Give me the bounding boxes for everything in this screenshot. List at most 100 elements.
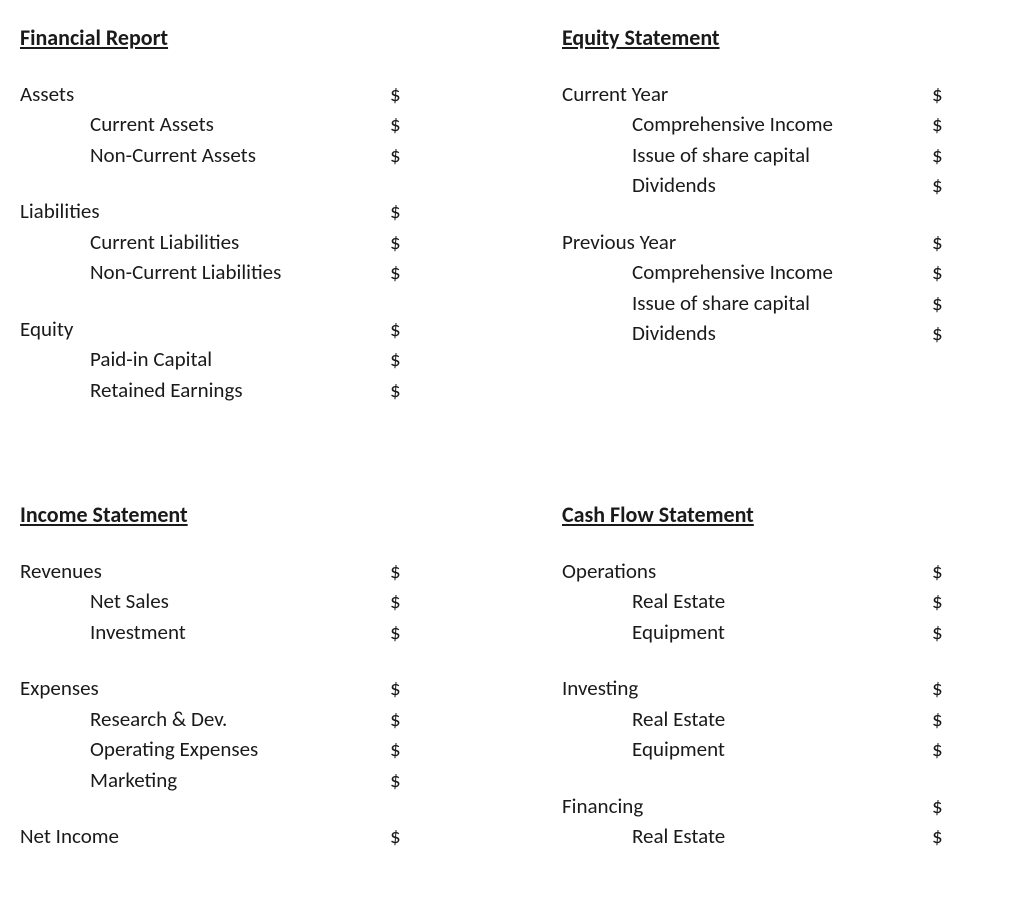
line-item-label: Liabilities (20, 196, 100, 226)
quadrant-income-statement: Income Statement Revenues $ Net Sales $ … (20, 501, 462, 878)
report-grid: Financial Report Assets $ Current Assets… (20, 24, 1004, 877)
line-item: Investment $ (20, 617, 400, 647)
currency-symbol: $ (378, 227, 400, 257)
quadrant-equity-statement: Equity Statement Current Year $ Comprehe… (562, 24, 1004, 431)
quadrant-cash-flow-statement: Cash Flow Statement Operations $ Real Es… (562, 501, 1004, 878)
line-item-label: Revenues (20, 556, 102, 586)
line-item: Expenses $ (20, 673, 400, 703)
line-item: Previous Year $ (562, 227, 942, 257)
line-item: Assets $ (20, 79, 400, 109)
group-net-income: Net Income $ (20, 821, 400, 851)
line-item: Net Income $ (20, 821, 400, 851)
section-title: Income Statement (20, 501, 400, 528)
line-item-label: Dividends (632, 318, 716, 348)
currency-symbol: $ (378, 704, 400, 734)
line-item: Dividends $ (562, 318, 942, 348)
line-item: Operating Expenses $ (20, 734, 400, 764)
line-item-label: Current Liabilities (90, 227, 239, 257)
line-item-label: Equipment (632, 734, 725, 764)
group-financing: Financing $ Real Estate $ (562, 791, 942, 852)
line-item: Equity $ (20, 314, 400, 344)
line-item-label: Operating Expenses (90, 734, 258, 764)
line-item: Real Estate $ (562, 704, 942, 734)
group-equity: Equity $ Paid-in Capital $ Retained Earn… (20, 314, 400, 405)
currency-symbol: $ (378, 586, 400, 616)
line-item: Dividends $ (562, 170, 942, 200)
currency-symbol: $ (920, 734, 942, 764)
group-previous-year: Previous Year $ Comprehensive Income $ I… (562, 227, 942, 349)
line-item-label: Assets (20, 79, 74, 109)
line-item-label: Expenses (20, 673, 99, 703)
currency-symbol: $ (378, 79, 400, 109)
line-item-label: Net Income (20, 821, 119, 851)
currency-symbol: $ (920, 140, 942, 170)
line-item: Marketing $ (20, 765, 400, 795)
group-investing: Investing $ Real Estate $ Equipment $ (562, 673, 942, 764)
line-item: Current Year $ (562, 79, 942, 109)
currency-symbol: $ (378, 375, 400, 405)
currency-symbol: $ (920, 673, 942, 703)
currency-symbol: $ (378, 140, 400, 170)
line-item-label: Current Year (562, 79, 668, 109)
currency-symbol: $ (920, 704, 942, 734)
line-item: Issue of share capital $ (562, 140, 942, 170)
line-item: Comprehensive Income $ (562, 109, 942, 139)
currency-symbol: $ (378, 196, 400, 226)
line-item-label: Research & Dev. (90, 704, 227, 734)
line-item: Retained Earnings $ (20, 375, 400, 405)
currency-symbol: $ (378, 314, 400, 344)
currency-symbol: $ (378, 556, 400, 586)
line-item-label: Equipment (632, 617, 725, 647)
currency-symbol: $ (378, 109, 400, 139)
line-item: Financing $ (562, 791, 942, 821)
line-item-label: Issue of share capital (632, 140, 810, 170)
line-item-label: Non-Current Assets (90, 140, 256, 170)
currency-symbol: $ (378, 617, 400, 647)
line-item-label: Real Estate (632, 586, 725, 616)
line-item: Equipment $ (562, 617, 942, 647)
line-item-label: Investing (562, 673, 638, 703)
line-item: Operations $ (562, 556, 942, 586)
currency-symbol: $ (920, 170, 942, 200)
line-item-label: Dividends (632, 170, 716, 200)
line-item: Investing $ (562, 673, 942, 703)
group-assets: Assets $ Current Assets $ Non-Current As… (20, 79, 400, 170)
line-item-label: Issue of share capital (632, 288, 810, 318)
line-item-label: Comprehensive Income (632, 109, 833, 139)
currency-symbol: $ (920, 821, 942, 851)
line-item-label: Real Estate (632, 821, 725, 851)
line-item-label: Current Assets (90, 109, 214, 139)
currency-symbol: $ (920, 79, 942, 109)
line-item: Real Estate $ (562, 586, 942, 616)
group-operations: Operations $ Real Estate $ Equipment $ (562, 556, 942, 647)
line-item: Liabilities $ (20, 196, 400, 226)
group-expenses: Expenses $ Research & Dev. $ Operating E… (20, 673, 400, 795)
quadrant-financial-report: Financial Report Assets $ Current Assets… (20, 24, 462, 431)
currency-symbol: $ (920, 556, 942, 586)
currency-symbol: $ (378, 734, 400, 764)
currency-symbol: $ (920, 318, 942, 348)
currency-symbol: $ (378, 344, 400, 374)
line-item: Comprehensive Income $ (562, 257, 942, 287)
currency-symbol: $ (378, 821, 400, 851)
line-item-label: Retained Earnings (90, 375, 243, 405)
line-item: Paid-in Capital $ (20, 344, 400, 374)
currency-symbol: $ (378, 673, 400, 703)
line-item-label: Real Estate (632, 704, 725, 734)
line-item: Research & Dev. $ (20, 704, 400, 734)
line-item: Non-Current Assets $ (20, 140, 400, 170)
currency-symbol: $ (920, 109, 942, 139)
group-current-year: Current Year $ Comprehensive Income $ Is… (562, 79, 942, 201)
currency-symbol: $ (920, 288, 942, 318)
currency-symbol: $ (920, 257, 942, 287)
line-item: Net Sales $ (20, 586, 400, 616)
line-item-label: Non-Current Liabilities (90, 257, 281, 287)
line-item-label: Financing (562, 791, 643, 821)
line-item-label: Previous Year (562, 227, 676, 257)
currency-symbol: $ (920, 791, 942, 821)
currency-symbol: $ (920, 586, 942, 616)
group-liabilities: Liabilities $ Current Liabilities $ Non-… (20, 196, 400, 287)
line-item-label: Investment (90, 617, 186, 647)
line-item: Equipment $ (562, 734, 942, 764)
line-item: Current Liabilities $ (20, 227, 400, 257)
